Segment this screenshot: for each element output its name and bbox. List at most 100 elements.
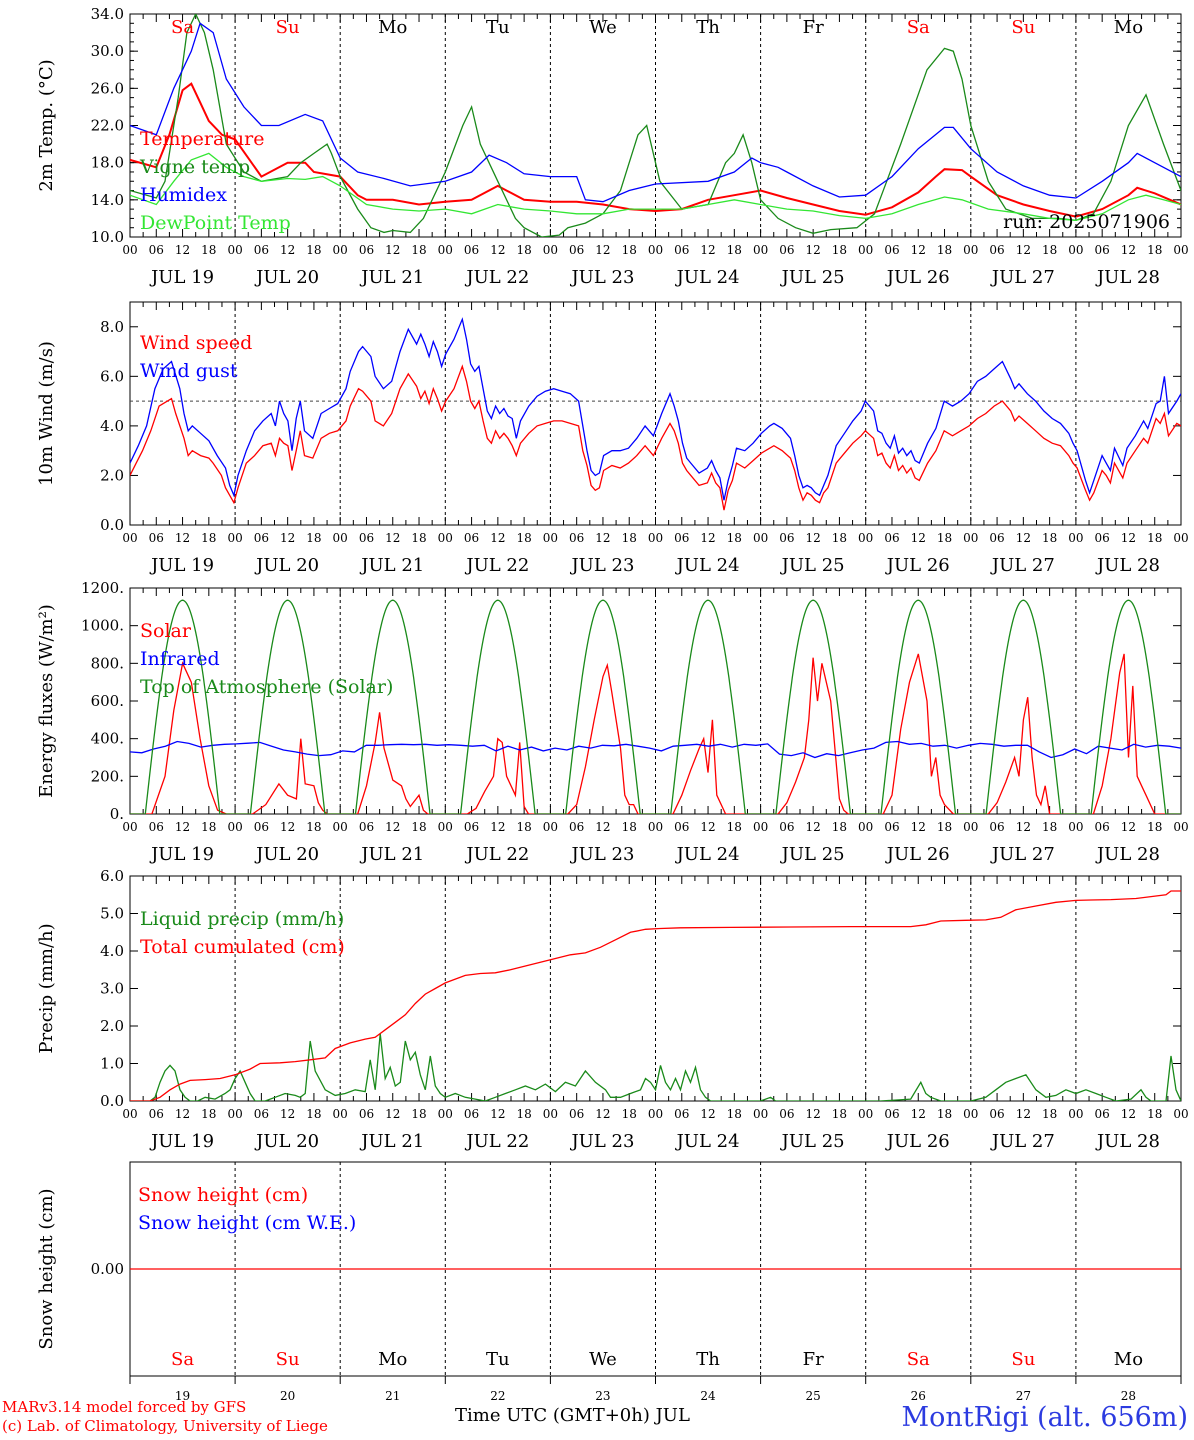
legend-entry: Temperature [140,128,264,150]
y-axis-title: Snow height (cm) [36,1188,57,1349]
legend-entry: Vigne temp [139,156,250,178]
hour-label: 12 [385,243,400,257]
weekday-label: We [589,1349,617,1370]
hour-label: 18 [306,243,321,257]
hour-label: 06 [149,243,164,257]
time-axis-title: Time UTC (GMT+0h) JUL [455,1405,690,1426]
hour-label: 00 [543,243,558,257]
hour-label: 18 [201,1107,216,1121]
hour-label: 00 [858,820,873,834]
date-label: JUL 23 [569,555,634,576]
hour-label: 18 [201,531,216,545]
hour-label: 06 [779,531,794,545]
date-label: JUL 19 [149,1131,214,1152]
hour-label: 06 [359,820,374,834]
hour-label: 06 [149,531,164,545]
date-label: JUL 22 [464,267,529,288]
y-axis-title: Precip (mm/h) [36,923,57,1053]
hour-label: 00 [648,243,663,257]
hour-label: 18 [937,243,952,257]
weekday-label: Su [1011,17,1035,38]
series-line-liquid-precip-mm-h [130,1033,1181,1101]
hour-label: 18 [1147,243,1162,257]
date-label: JUL 20 [254,844,319,865]
hour-label: 18 [937,820,952,834]
y-tick-label: 0.0 [100,516,124,534]
series-group [130,599,1181,814]
date-label: JUL 28 [1095,555,1160,576]
hour-label: 12 [280,243,295,257]
hour-label: 18 [516,531,531,545]
hour-label: 00 [858,243,873,257]
y-tick-label: 0.00 [91,1260,124,1278]
y-tick-label: 1000. [81,617,124,635]
hour-label: 00 [543,531,558,545]
hour-label: 06 [674,243,689,257]
hour-label: 12 [806,820,821,834]
hour-label: 18 [201,243,216,257]
hour-label: 00 [122,1107,137,1121]
hour-label: 06 [464,1107,479,1121]
y-axis-title: Energy fluxes (W/m²) [36,604,57,798]
hour-label: 12 [490,820,505,834]
hour-label: 12 [280,820,295,834]
hour-label: 06 [674,1107,689,1121]
day-number-label: 25 [806,1389,821,1403]
hour-label: 00 [963,1107,978,1121]
y-tick-label: 6.0 [100,867,124,885]
hour-label: 06 [884,531,899,545]
hour-label: 00 [438,820,453,834]
y-tick-label: 0.0 [100,1092,124,1110]
y-tick-label: 6.0 [100,367,124,385]
panel-2: 00 06 12 18 JUL 19 00 06 12 18 JUL 20 00 06 12 18 JUL … [36,301,1189,576]
hour-label: 00 [333,243,348,257]
hour-label: 18 [1042,820,1057,834]
day-number-label: 24 [700,1389,716,1403]
weekday-label: Sa [171,17,194,38]
hour-label: 06 [569,531,584,545]
hour-label: 18 [516,1107,531,1121]
day-number-label: 28 [1121,1389,1136,1403]
hour-label: 06 [254,531,269,545]
series-line-wind-gust [130,317,1181,501]
hour-label: 00 [438,243,453,257]
hour-label: 12 [595,531,610,545]
hour-label: 00 [438,1107,453,1121]
hour-label: 00 [543,1107,558,1121]
hour-label: 12 [806,243,821,257]
date-label: JUL 26 [885,1131,950,1152]
y-tick-label: 400. [91,730,124,748]
hour-label: 18 [306,531,321,545]
series-line-dewpoint-temp [130,152,1181,221]
series-line-vigne-temp [130,14,1181,237]
series-group [130,317,1181,511]
hour-label: 12 [280,531,295,545]
hour-label: 00 [963,531,978,545]
hour-label: 00 [1068,820,1083,834]
hour-label: 12 [490,243,505,257]
day-number-label: 20 [280,1389,295,1403]
hour-label: 18 [1147,1107,1162,1121]
legend-entry: Total cumulated (cm) [140,936,345,958]
hour-label: 12 [1121,531,1136,545]
hour-label: 06 [779,243,794,257]
date-label: JUL 27 [990,267,1055,288]
hour-label: 12 [911,243,926,257]
weekday-label: Mo [1114,17,1143,38]
hour-label: 12 [385,820,400,834]
series-line-wind-speed [130,364,1181,511]
hour-label: 06 [149,1107,164,1121]
hour-label: 06 [1095,531,1110,545]
date-label: JUL 19 [149,267,214,288]
weekday-label: Su [276,1349,300,1370]
date-label: JUL 21 [359,1131,424,1152]
legend-entry: Snow height (cm W.E.) [138,1212,356,1234]
hour-label: 06 [674,820,689,834]
hour-label: 06 [1095,1107,1110,1121]
hour-label: 06 [884,1107,899,1121]
day-number-label: 21 [385,1389,400,1403]
date-label: JUL 26 [885,555,950,576]
date-label: JUL 19 [149,555,214,576]
hour-label: 06 [884,820,899,834]
hour-label: 06 [254,1107,269,1121]
